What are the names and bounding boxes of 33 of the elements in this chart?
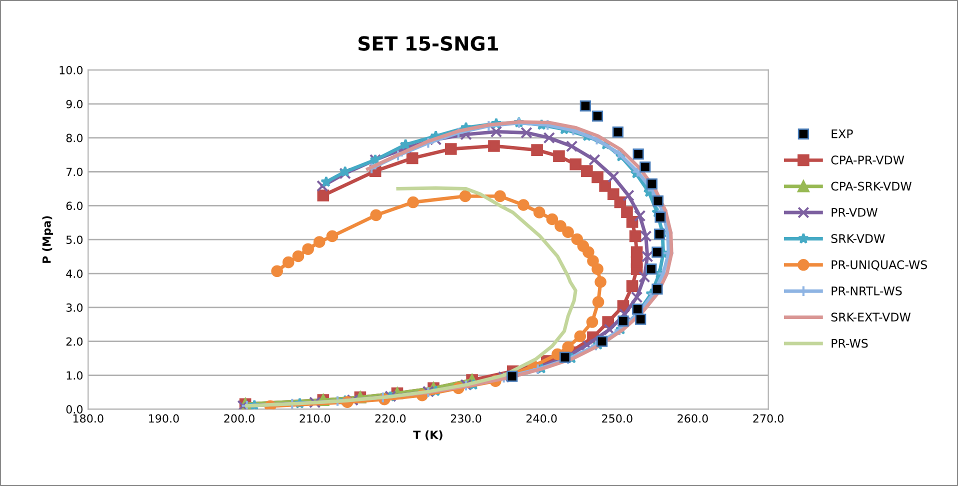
x-tick-label: 230.0 — [450, 414, 482, 423]
y-tick-label: 3.0 — [66, 303, 83, 312]
legend-label: EXP — [832, 130, 853, 138]
y-tick-label: 6.0 — [66, 202, 83, 210]
x-tick-label: 270.0 — [753, 414, 784, 423]
y-tick-label: 1.0 — [66, 371, 83, 380]
y-tick-label: 5.0 — [66, 236, 83, 244]
x-tick-label: 180.0 — [73, 414, 104, 423]
x-tick-label: 190.0 — [149, 414, 179, 423]
legend-label: PR-UNIQUAC-WS — [832, 260, 928, 271]
y-tick-label: 7.0 — [66, 168, 83, 176]
y-tick-label: 0.0 — [66, 405, 83, 414]
legend-label: SRK-EXT-VDW — [831, 312, 911, 322]
y-tick-label: 2.0 — [66, 337, 83, 346]
y-tick-label: 8.0 — [66, 134, 83, 142]
y-tick-label: 4.0 — [66, 269, 83, 278]
legend-label: CPA-PR-VDW — [831, 156, 904, 164]
x-tick-label: 200.0 — [224, 414, 254, 423]
chart-title: SET 15-SNG1 — [358, 36, 498, 51]
x-tick-label: 240.0 — [526, 414, 557, 423]
x-tick-label: 210.0 — [300, 414, 330, 423]
x-tick-label: 260.0 — [678, 414, 708, 423]
legend-label: PR-NRTL-WS — [832, 286, 902, 296]
y-axis-title: P (Mpa) — [42, 216, 53, 263]
y-tick-label: 9.0 — [66, 100, 83, 108]
legend-label: PR-WS — [832, 338, 868, 348]
y-tick-label: 10.0 — [60, 66, 83, 74]
legend-label: CPA-SRK-VDW — [831, 182, 912, 191]
x-axis-title: T (K) — [413, 430, 442, 440]
x-tick-label: 220.0 — [375, 414, 406, 423]
legend-label: PR-VDW — [832, 208, 878, 217]
x-tick-label: 250.0 — [602, 414, 632, 423]
legend-label: SRK-VDW — [831, 234, 885, 244]
